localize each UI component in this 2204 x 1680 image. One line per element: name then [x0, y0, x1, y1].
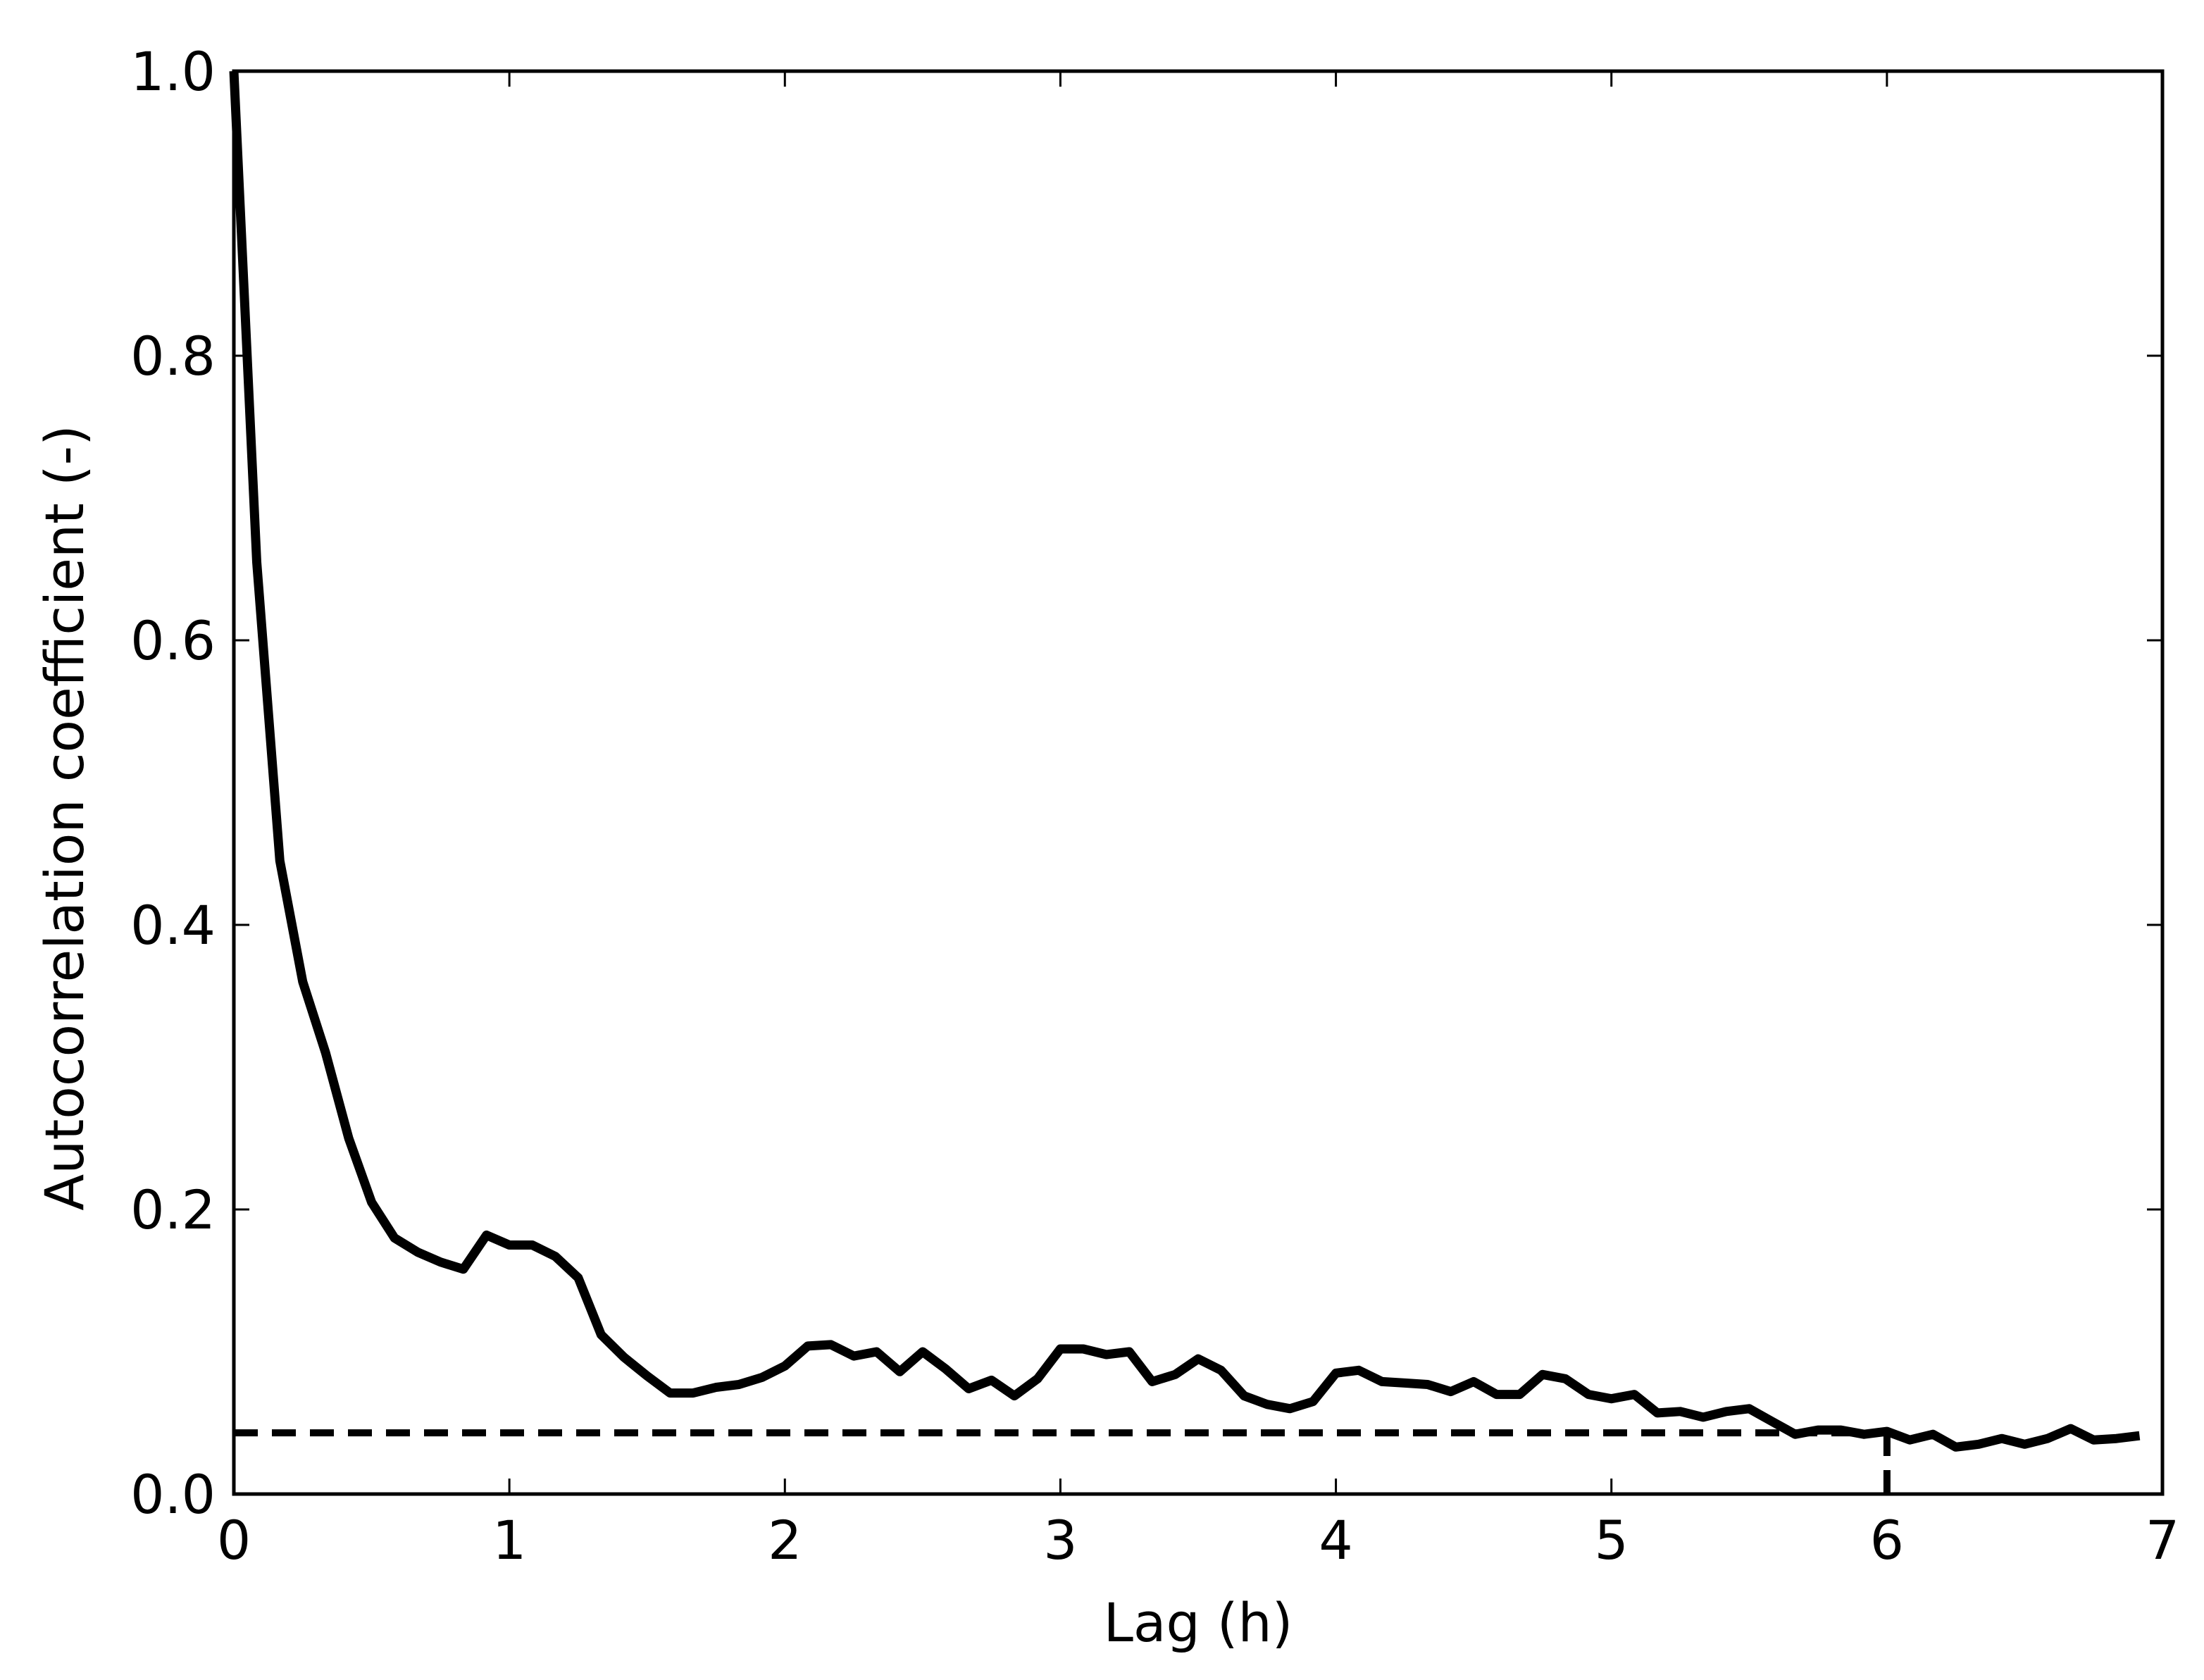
ticks-layer: 0 1 2 3 4 5 6 7 0.0 0.2 0.4 0.6 0.8 1.0: [130, 40, 2179, 1572]
y-tick-label: 0.6: [130, 609, 216, 672]
x-tick-label: 2: [768, 1509, 802, 1572]
x-tick-label: 1: [492, 1509, 526, 1572]
x-tick-label: 5: [1595, 1509, 1629, 1572]
x-tick-label: 3: [1043, 1509, 1077, 1572]
y-tick-label: 0.0: [130, 1463, 216, 1526]
x-tick-label: 4: [1319, 1509, 1352, 1572]
x-axis-label: Lag (h): [1104, 1591, 1293, 1654]
x-tick-label: 0: [217, 1509, 251, 1572]
y-tick-label: 0.8: [130, 325, 216, 387]
y-axis-label: Autocorrelation coefficient (-): [33, 425, 96, 1210]
x-tick-label: 6: [1870, 1509, 1904, 1572]
x-tick-label: 7: [2146, 1509, 2179, 1572]
y-tick-label: 0.4: [130, 894, 216, 957]
y-tick-label: 0.2: [130, 1178, 216, 1241]
y-tick-label: 1.0: [130, 40, 216, 103]
plot-frame: [232, 69, 2165, 1496]
autocorrelation-line: [229, 70, 2141, 1452]
